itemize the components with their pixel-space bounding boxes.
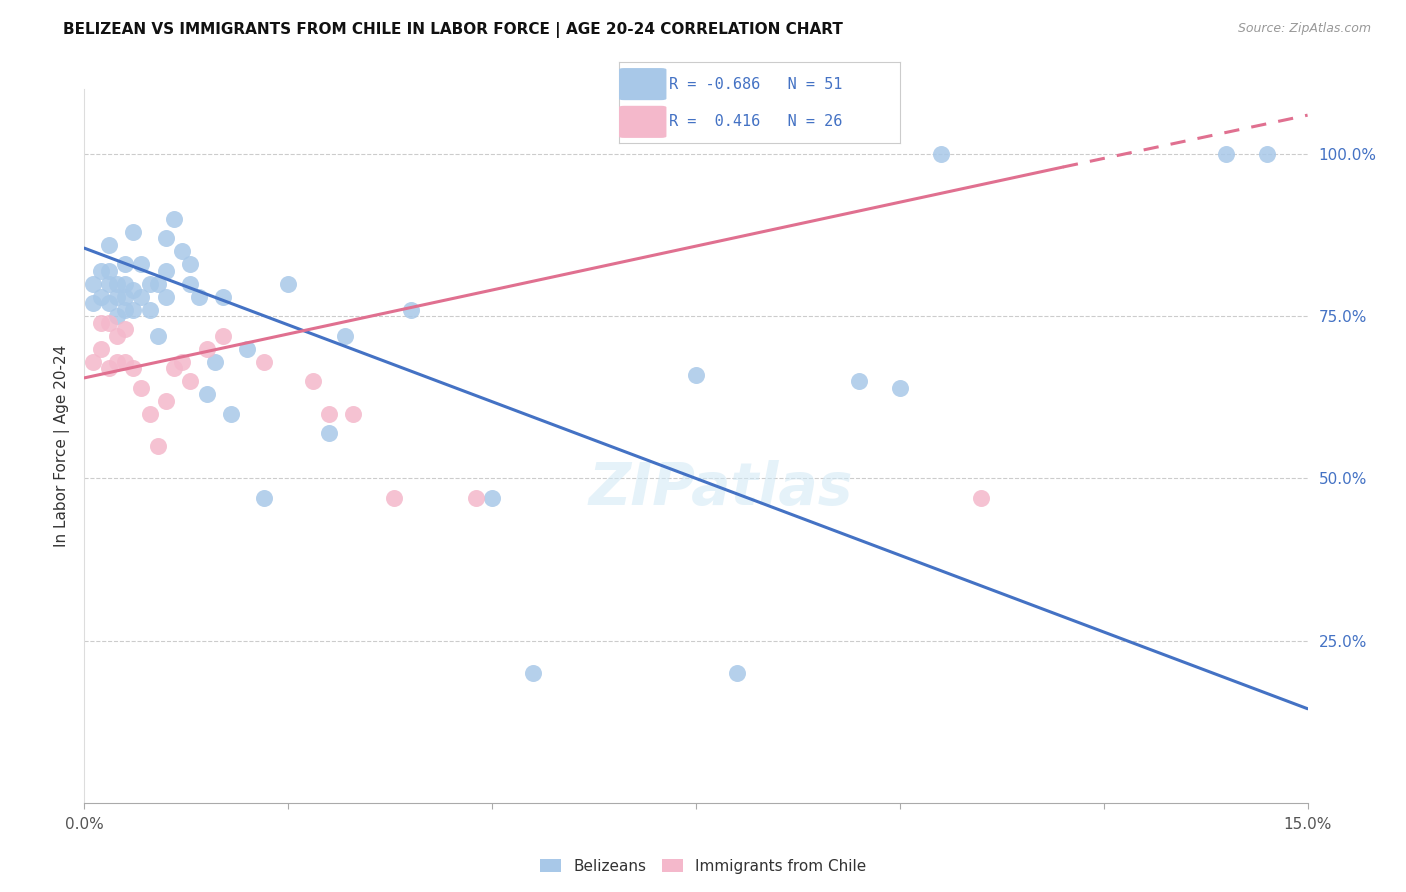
Point [179,257,201,271]
Point [219,407,242,421]
Point [97,277,120,291]
Point [138,277,160,291]
Text: BELIZEAN VS IMMIGRANTS FROM CHILE IN LABOR FORCE | AGE 20-24 CORRELATION CHART: BELIZEAN VS IMMIGRANTS FROM CHILE IN LAB… [63,22,844,38]
Point [685,368,707,382]
Point [114,290,136,304]
Point [122,361,145,376]
Point [848,374,870,388]
Point [929,147,952,161]
Point [97,316,120,330]
Point [481,491,503,505]
Point [131,257,153,271]
Point [172,354,194,368]
Point [105,277,128,291]
Text: Source: ZipAtlas.com: Source: ZipAtlas.com [1237,22,1371,36]
Point [335,328,357,343]
Point [179,277,201,291]
Text: R = -0.686   N = 51: R = -0.686 N = 51 [669,77,842,92]
Point [146,277,169,291]
Point [138,407,160,421]
Point [122,302,145,317]
Point [90,290,112,304]
Point [105,290,128,304]
Point [114,277,136,291]
FancyBboxPatch shape [619,106,666,138]
Point [464,491,486,505]
Point [1256,147,1278,161]
Point [195,387,218,401]
Point [105,354,128,368]
Point [318,425,340,440]
Point [277,277,299,291]
Point [90,342,112,356]
Point [172,244,194,259]
Point [82,296,104,310]
Point [146,439,169,453]
Point [146,328,169,343]
Point [97,238,120,252]
Point [155,231,177,245]
Point [236,342,259,356]
Point [155,393,177,408]
Point [342,407,364,421]
Point [522,666,544,681]
Point [301,374,323,388]
Point [82,354,104,368]
Point [179,374,201,388]
Point [90,316,112,330]
Point [122,225,145,239]
Point [195,342,218,356]
Point [1215,147,1237,161]
Text: R =  0.416   N = 26: R = 0.416 N = 26 [669,113,842,128]
Point [155,290,177,304]
Point [97,264,120,278]
Y-axis label: In Labor Force | Age 20-24: In Labor Force | Age 20-24 [55,345,70,547]
Point [105,328,128,343]
Point [114,322,136,336]
Point [97,296,120,310]
FancyBboxPatch shape [619,68,666,100]
Point [253,491,276,505]
Point [122,283,145,297]
Point [187,290,209,304]
Point [155,264,177,278]
Point [725,666,748,681]
Point [114,354,136,368]
Point [212,328,235,343]
Point [131,381,153,395]
Point [970,491,993,505]
Point [138,302,160,317]
Point [889,381,911,395]
Legend: Belizeans, Immigrants from Chile: Belizeans, Immigrants from Chile [533,853,873,880]
Point [212,290,235,304]
Point [90,264,112,278]
Point [114,302,136,317]
Point [97,361,120,376]
Text: ZIPatlas: ZIPatlas [588,460,852,517]
Point [253,354,276,368]
Point [114,257,136,271]
Point [204,354,226,368]
Point [82,277,104,291]
Point [105,310,128,324]
Point [163,361,186,376]
Point [163,211,186,226]
Point [131,290,153,304]
Point [318,407,340,421]
Point [382,491,405,505]
Point [399,302,422,317]
